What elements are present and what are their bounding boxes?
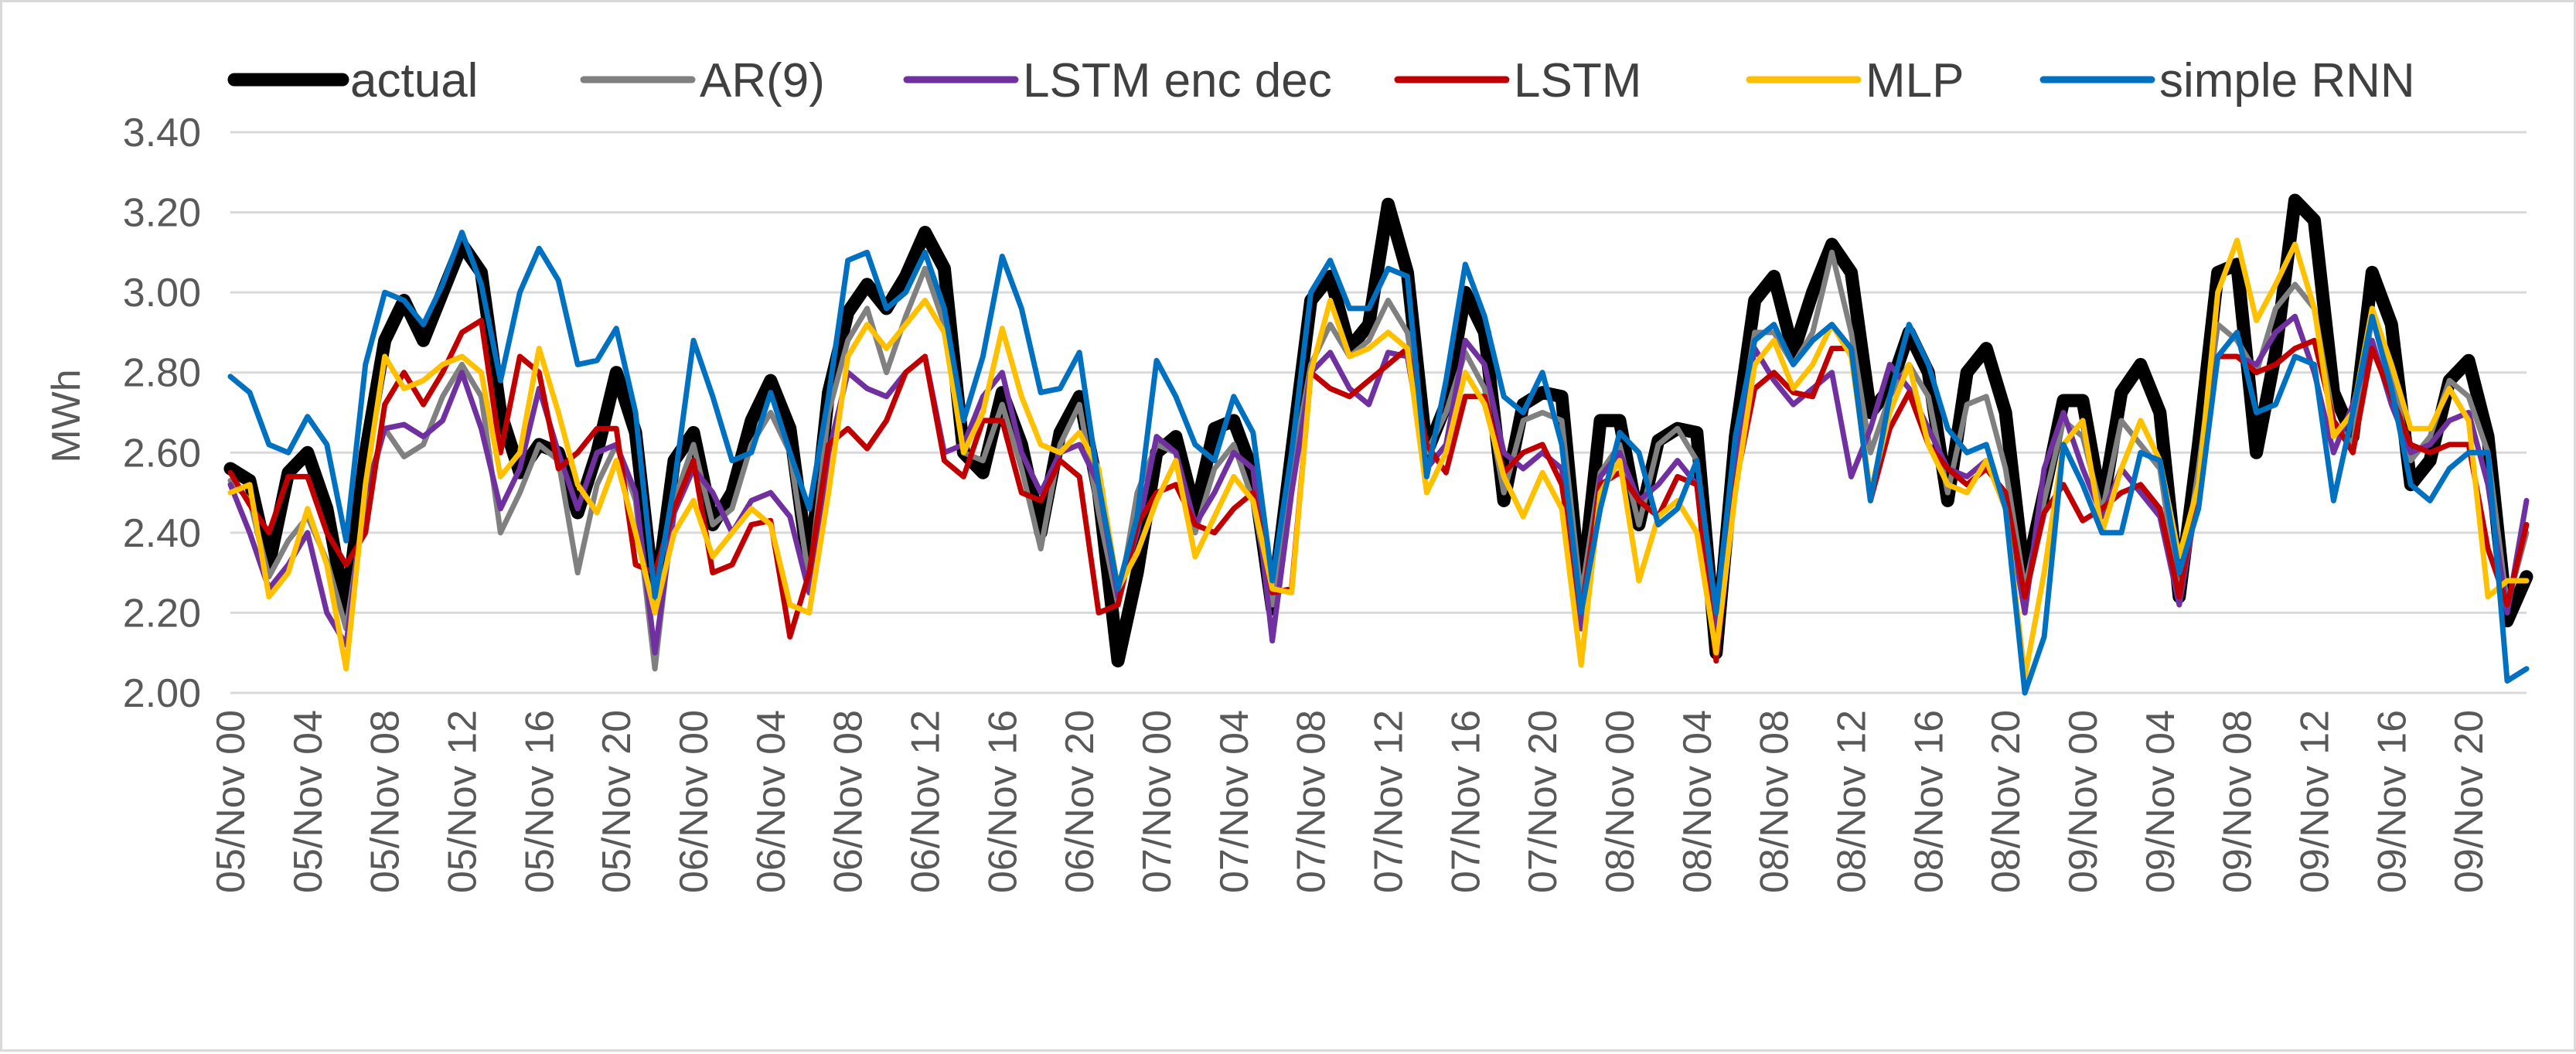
x-tick-label: 07/Nov 20 [1521, 710, 1566, 893]
x-tick-label: 05/Nov 12 [440, 710, 485, 893]
x-tick-label: 05/Nov 08 [363, 710, 408, 893]
series-line-simple-rnn [227, 230, 2530, 696]
x-tick-label: 07/Nov 04 [1212, 710, 1257, 893]
series-line-actual [223, 193, 2533, 668]
x-tick-label: 07/Nov 08 [1290, 710, 1334, 893]
y-tick-label: 2.40 [123, 511, 201, 556]
series-lines [223, 193, 2533, 696]
x-tick-label: 08/Nov 16 [1906, 710, 1951, 893]
x-tick-label: 08/Nov 00 [1598, 710, 1643, 893]
x-tick-label: 09/Nov 04 [2138, 710, 2183, 893]
y-tick-label: 2.20 [123, 591, 201, 636]
legend-label-simple-rnn: simple RNN [2159, 54, 2415, 107]
x-tick-label: 09/Nov 20 [2447, 710, 2492, 893]
y-tick-label: 3.20 [123, 191, 201, 236]
x-tick-label: 07/Nov 12 [1366, 710, 1411, 893]
x-tick-label: 09/Nov 00 [2061, 710, 2106, 893]
x-tick-label: 08/Nov 08 [1753, 710, 1797, 893]
series-line-lstm [227, 317, 2530, 664]
x-tick-label: 06/Nov 00 [672, 710, 717, 893]
y-tick-label: 2.80 [123, 351, 201, 396]
series-line-ar-9 [227, 249, 2530, 672]
x-tick-label: 05/Nov 16 [517, 710, 562, 893]
x-tick-label: 07/Nov 16 [1443, 710, 1488, 893]
legend-label-lstm-enc-dec: LSTM enc dec [1023, 54, 1332, 107]
y-axis-title: MWh [44, 369, 89, 462]
x-tick-label: 06/Nov 04 [749, 710, 794, 893]
x-tick-label: 05/Nov 04 [286, 710, 331, 893]
legend-label-actual: actual [350, 54, 478, 107]
x-tick-label: 06/Nov 16 [980, 710, 1025, 893]
x-tick-label: 06/Nov 20 [1058, 710, 1102, 893]
x-tick-label: 06/Nov 08 [826, 710, 871, 893]
gridlines [230, 131, 2527, 694]
x-axis-ticks: 05/Nov 00 05/Nov 04 05/Nov 08 05/Nov 12 05/N… [209, 710, 2492, 893]
x-tick-label: 07/Nov 00 [1135, 710, 1180, 893]
y-tick-label: 3.00 [123, 271, 201, 316]
series-line-lstm-enc-dec [227, 313, 2530, 656]
y-axis-ticks: 2.00 2.20 2.40 2.60 2.80 3.00 3.20 3.40 [123, 111, 201, 716]
legend-label-lstm: LSTM [1514, 54, 1641, 107]
x-tick-label: 08/Nov 20 [1984, 710, 2029, 893]
x-tick-label: 08/Nov 12 [1829, 710, 1874, 893]
series-line-mlp [227, 237, 2530, 680]
x-tick-label: 08/Nov 04 [1675, 710, 1720, 893]
legend-label-mlp: MLP [1866, 54, 1964, 107]
x-tick-label: 06/Nov 12 [903, 710, 948, 893]
x-tick-label: 09/Nov 16 [2370, 710, 2414, 893]
x-tick-label: 09/Nov 08 [2216, 710, 2261, 893]
y-tick-label: 2.60 [123, 431, 201, 476]
legend: actual AR(9) LSTM enc dec LSTM MLP simple RNN [227, 54, 2415, 107]
x-tick-label: 05/Nov 20 [595, 710, 639, 893]
y-tick-label: 3.40 [123, 111, 201, 155]
x-tick-label: 09/Nov 12 [2292, 710, 2337, 893]
y-tick-label: 2.00 [123, 671, 201, 716]
x-tick-label: 05/Nov 00 [209, 710, 254, 893]
legend-label-ar-9: AR(9) [700, 54, 825, 107]
